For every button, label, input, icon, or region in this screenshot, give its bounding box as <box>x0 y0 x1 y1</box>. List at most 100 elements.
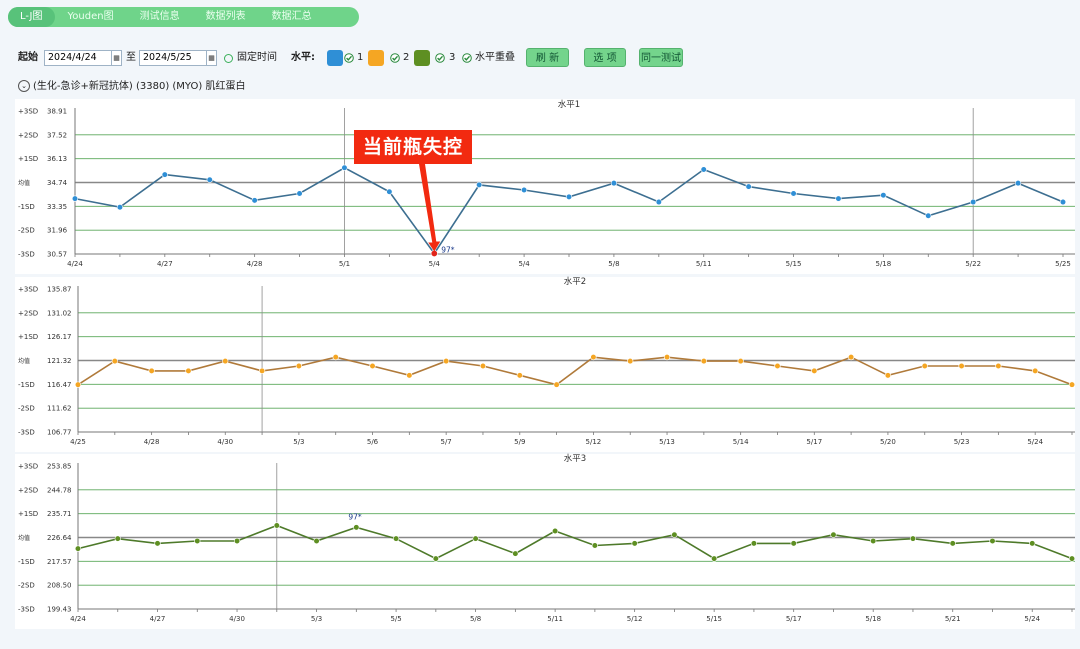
start-calendar-icon[interactable]: ▦ <box>111 50 122 66</box>
sd-label: +3SD <box>18 463 38 471</box>
level3-checkbox[interactable] <box>435 53 445 63</box>
y-tick-label: 116.47 <box>47 381 72 389</box>
y-tick-label: 30.57 <box>47 251 67 259</box>
data-point <box>476 181 483 189</box>
data-point <box>332 354 339 361</box>
x-tick-label: 5/8 <box>608 260 619 268</box>
y-tick-label: 208.50 <box>47 582 72 590</box>
end-date-input[interactable] <box>139 50 207 66</box>
data-point <box>591 542 598 549</box>
refresh-button[interactable]: 刷 新 <box>526 48 569 67</box>
data-point <box>790 190 797 197</box>
sd-label: 均值 <box>18 357 30 365</box>
sd-label: -2SD <box>18 405 35 413</box>
data-point <box>295 362 302 370</box>
sd-label: -2SD <box>18 582 35 590</box>
data-point <box>1059 198 1067 206</box>
x-tick-label: 5/12 <box>627 615 643 623</box>
data-point <box>949 540 956 547</box>
end-calendar-icon[interactable]: ▦ <box>206 50 217 66</box>
x-tick-label: 5/17 <box>786 615 802 623</box>
data-point <box>313 537 320 545</box>
data-point <box>148 367 155 375</box>
data-point <box>848 354 855 361</box>
data-point <box>884 372 892 379</box>
level1-checkbox[interactable] <box>344 53 354 63</box>
to-label: 至 <box>126 52 136 63</box>
options-button[interactable]: 选 项 <box>584 48 626 67</box>
data-point <box>835 195 842 202</box>
data-point <box>774 362 781 370</box>
x-tick-label: 4/24 <box>70 615 86 623</box>
chart-title: 水平3 <box>564 453 586 464</box>
data-point <box>700 357 707 365</box>
data-point <box>443 357 450 365</box>
data-point <box>233 537 241 545</box>
level3-color-swatch[interactable] <box>414 50 430 66</box>
chevron-down-icon[interactable]: ⌄ <box>18 80 30 92</box>
tab-data-list[interactable]: 数据列表 <box>205 11 246 22</box>
sd-label: -2SD <box>18 227 35 235</box>
data-point <box>995 362 1002 370</box>
data-point <box>273 522 280 529</box>
y-tick-label: 226.64 <box>47 534 72 542</box>
y-tick-label: 126.17 <box>47 333 72 341</box>
x-tick-label: 5/7 <box>441 438 452 446</box>
level2-checkbox[interactable] <box>390 53 400 63</box>
start-date-input[interactable] <box>44 50 112 66</box>
data-point <box>296 190 303 197</box>
data-point <box>565 193 573 201</box>
level2-color-swatch[interactable] <box>368 50 384 66</box>
x-tick-label: 5/18 <box>865 615 881 623</box>
data-point <box>870 537 877 545</box>
same-test-button[interactable]: 同一测试 <box>639 48 683 67</box>
sd-label: -1SD <box>18 558 35 566</box>
x-tick-label: 5/24 <box>1027 438 1043 446</box>
data-point <box>369 362 376 370</box>
sd-label: +3SD <box>18 286 38 294</box>
x-tick-label: 4/30 <box>217 438 233 446</box>
sd-label: -3SD <box>18 606 35 614</box>
level1-label: 1 <box>357 52 364 63</box>
sd-label: -1SD <box>18 203 35 211</box>
x-tick-label: 5/23 <box>954 438 970 446</box>
data-point <box>71 195 79 202</box>
out-of-control-callout: 当前瓶失控 <box>354 130 472 164</box>
sd-label: +1SD <box>18 510 38 518</box>
x-tick-label: 5/4 <box>518 260 530 268</box>
x-tick-label: 5/24 <box>1024 615 1040 623</box>
data-point <box>909 535 917 542</box>
data-point <box>353 524 360 531</box>
tab-youden-chart[interactable]: Youden图 <box>67 11 114 22</box>
x-tick-label: 4/28 <box>144 438 160 446</box>
sd-label: -1SD <box>18 381 35 389</box>
data-point <box>553 381 560 388</box>
data-point <box>472 535 479 542</box>
x-tick-label: 5/5 <box>390 615 401 623</box>
y-tick-label: 131.02 <box>47 309 72 317</box>
x-tick-label: 5/4 <box>429 260 441 268</box>
chart-title: 水平2 <box>564 276 586 287</box>
data-point <box>161 171 168 178</box>
overlay-checkbox[interactable] <box>462 53 472 63</box>
x-tick-label: 4/28 <box>247 260 263 268</box>
x-tick-label: 4/27 <box>150 615 166 623</box>
x-tick-label: 4/27 <box>157 260 173 268</box>
data-point <box>811 367 818 375</box>
tab-test-info[interactable]: 测试信息 <box>139 11 180 22</box>
sd-label: +3SD <box>18 108 38 116</box>
tab-data-summary[interactable]: 数据汇总 <box>271 11 312 22</box>
level1-color-swatch[interactable] <box>327 50 343 66</box>
data-point <box>970 198 977 206</box>
sd-label: -3SD <box>18 429 35 437</box>
y-tick-label: 38.91 <box>47 108 67 116</box>
tab-lj-chart[interactable]: L-J图 <box>8 7 55 27</box>
fixed-time-radio[interactable] <box>224 54 233 63</box>
x-tick-label: 5/3 <box>293 438 304 446</box>
data-point <box>655 198 662 206</box>
x-tick-label: 5/21 <box>945 615 961 623</box>
data-point <box>222 357 229 365</box>
x-tick-label: 5/8 <box>470 615 481 623</box>
x-tick-label: 5/13 <box>659 438 675 446</box>
